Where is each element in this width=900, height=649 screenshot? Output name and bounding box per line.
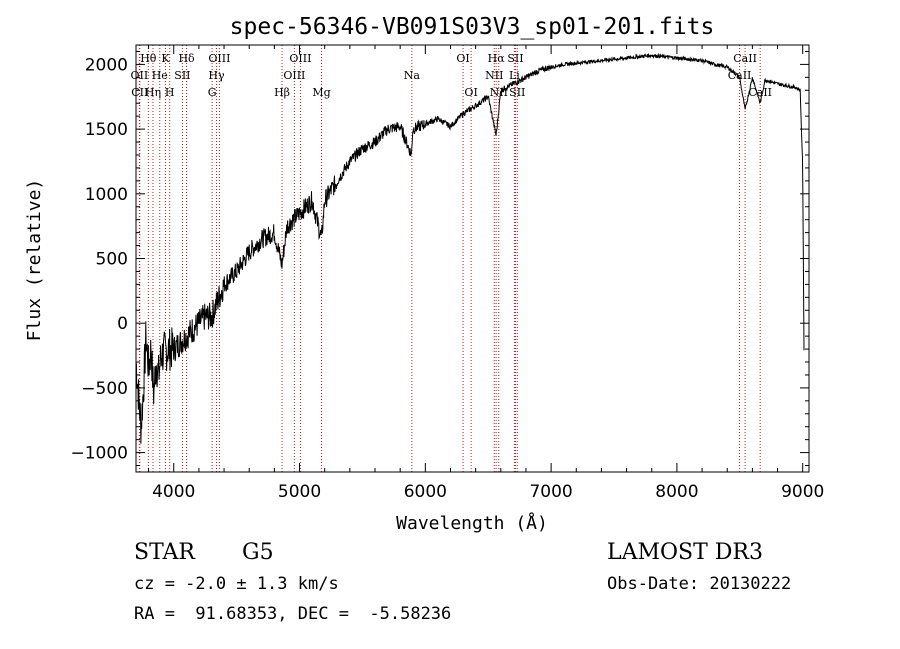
line-label: CII <box>131 86 148 99</box>
x-tick-label: 4000 <box>152 482 195 502</box>
line-label: Hθ <box>140 52 157 65</box>
line-label: Hδ <box>178 52 195 65</box>
line-label: OI <box>464 86 477 99</box>
line-label: Mg <box>312 86 330 99</box>
redshift-text: cz = -2.0 ± 1.3 km/s <box>134 574 339 594</box>
line-label: SII <box>174 69 190 82</box>
obs-date-text: Obs-Date: 20130222 <box>607 574 792 594</box>
line-label: Hγ <box>208 69 225 82</box>
x-tick-label: 6000 <box>404 482 447 502</box>
line-label: CaII <box>733 52 757 65</box>
line-label: K <box>161 52 170 65</box>
line-label: Hα <box>488 52 506 65</box>
y-tick-label: 0 <box>117 314 128 334</box>
object-subclass: G5 <box>242 540 274 565</box>
line-label: OIII <box>283 69 305 82</box>
flux-line <box>135 52 805 444</box>
line-label: Hη <box>145 86 161 99</box>
line-label: OI <box>456 52 469 65</box>
survey-name: LAMOST DR3 <box>607 540 763 565</box>
line-label: OIII <box>208 52 230 65</box>
axis-ticks: 4000 5000 6000 7000 8000 9000 −1000 −500 0 500 100… <box>70 45 824 502</box>
line-label: SII <box>509 86 525 99</box>
x-tick-label: 9000 <box>781 482 824 502</box>
emission-line-markers <box>138 45 761 472</box>
line-labels: Hθ Hη OII CII He K H SII Hδ OIII Hγ G Hβ OIII OIII Mg Na… <box>131 52 772 99</box>
y-tick-label: 2000 <box>85 55 128 75</box>
line-label: He <box>152 69 168 82</box>
line-label: NII <box>485 69 503 82</box>
object-class: STAR <box>134 540 195 565</box>
line-label: H <box>165 86 175 99</box>
x-tick-label: 8000 <box>655 482 698 502</box>
line-label: OIII <box>289 52 311 65</box>
y-tick-label: 1500 <box>85 120 128 140</box>
line-label: NII <box>490 86 508 99</box>
line-label: CaII <box>728 69 752 82</box>
chart-title: spec-56346-VB091S03V3_sp01-201.fits <box>230 14 715 40</box>
line-label: Li <box>509 69 520 82</box>
x-axis-label: Wavelength (Å) <box>396 512 548 534</box>
line-label: CaII <box>748 86 772 99</box>
line-label: Na <box>404 69 421 82</box>
x-tick-label: 5000 <box>278 482 321 502</box>
y-axis-label: Flux (relative) <box>24 179 45 342</box>
y-tick-label: −500 <box>81 379 128 399</box>
x-tick-label: 7000 <box>529 482 572 502</box>
y-tick-label: −1000 <box>70 444 128 464</box>
y-tick-label: 1000 <box>85 185 128 205</box>
coordinates-text: RA = 91.68353, DEC = -5.58236 <box>134 604 452 624</box>
y-tick-label: 500 <box>96 250 128 270</box>
line-label: OII <box>131 69 149 82</box>
line-label: SII <box>507 52 523 65</box>
line-label: Hβ <box>274 86 290 99</box>
plot-frame <box>135 44 810 473</box>
line-label: G <box>208 86 217 99</box>
